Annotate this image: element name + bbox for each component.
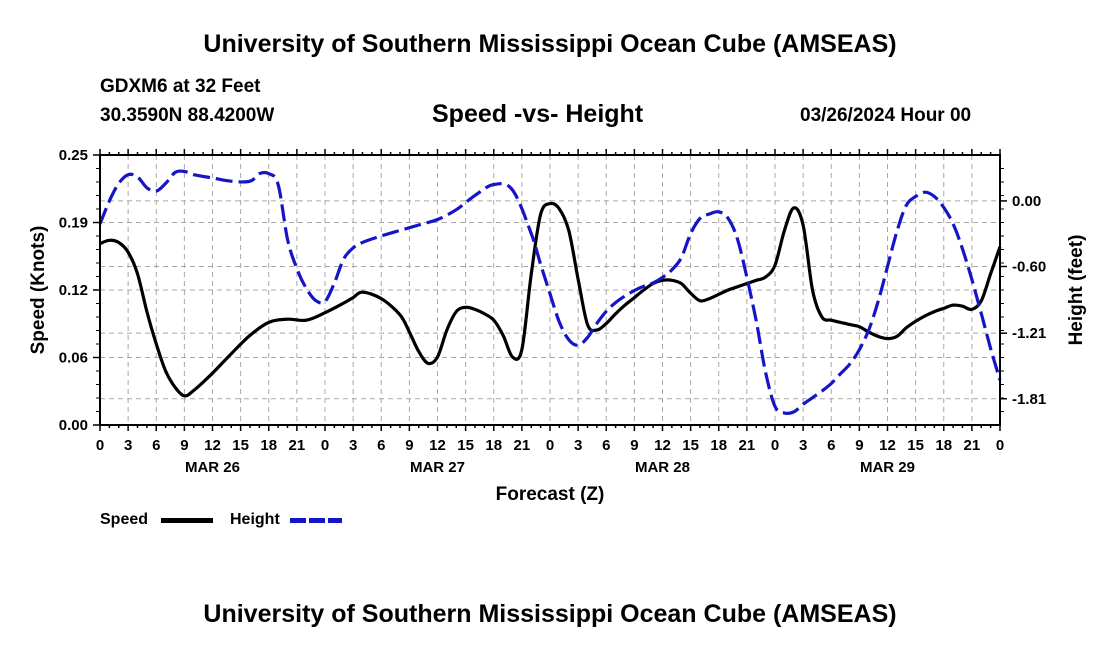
- date-label: MAR 28: [635, 459, 690, 476]
- y-left-tick-label: 0.00: [59, 417, 88, 434]
- x-tick-label: 0: [321, 437, 329, 454]
- x-axis-title: Forecast (Z): [496, 484, 605, 505]
- x-tick-label: 12: [879, 437, 896, 454]
- x-tick-label: 21: [514, 437, 531, 454]
- grid-lines: [100, 155, 1000, 425]
- x-tick-label: 6: [827, 437, 835, 454]
- x-tick-label: 0: [996, 437, 1004, 454]
- x-tick-label: 15: [682, 437, 699, 454]
- height-series-line: [98, 169, 1002, 416]
- y-left-tick-label: 0.12: [59, 282, 88, 299]
- date-label: MAR 29: [860, 459, 915, 476]
- axis-ticks: [93, 149, 1007, 431]
- axis-labels: 0 3 6 9 12 15 18 21 0 3 6 9 12 15 18 21 0 3 6 9 12 15 18 21 0 3 6 9…: [59, 147, 1046, 476]
- chart-title: Speed -vs- Height: [432, 100, 644, 128]
- x-tick-label: 15: [907, 437, 924, 454]
- date-label: MAR 27: [410, 459, 465, 476]
- x-tick-label: 18: [710, 437, 727, 454]
- station-coords: 30.3590N 88.4200W: [100, 105, 275, 126]
- forecast-date: 03/26/2024 Hour 00: [800, 105, 972, 126]
- x-tick-label: 15: [232, 437, 249, 454]
- x-tick-label: 9: [405, 437, 413, 454]
- x-tick-label: 9: [855, 437, 863, 454]
- legend-speed-label: Speed: [100, 511, 149, 528]
- speed-height-chart: 0 3 6 9 12 15 18 21 0 3 6 9 12 15 18 21 0 3 6 9 12 15 18 21 0 3 6 9…: [28, 147, 1087, 505]
- x-tick-label: 12: [429, 437, 446, 454]
- y-left-tick-label: 0.06: [59, 350, 88, 367]
- station-name: GDXM6 at 32 Feet: [100, 76, 261, 97]
- footer-title: University of Southern Mississippi Ocean…: [203, 600, 897, 628]
- x-tick-label: 0: [96, 437, 104, 454]
- x-tick-label: 6: [377, 437, 385, 454]
- x-tick-label: 6: [602, 437, 610, 454]
- legend-speed-swatch: [161, 518, 213, 523]
- y-axis-right-title: Height (feet): [1066, 235, 1087, 346]
- y-left-tick-label: 0.19: [59, 215, 88, 232]
- y-right-tick-label: -1.81: [1012, 391, 1046, 408]
- x-tick-label: 12: [654, 437, 671, 454]
- x-tick-label: 9: [630, 437, 638, 454]
- x-tick-label: 21: [289, 437, 306, 454]
- y-right-tick-label: -0.60: [1012, 258, 1046, 275]
- x-tick-label: 3: [574, 437, 582, 454]
- y-right-tick-label: 0.00: [1012, 193, 1041, 210]
- x-tick-label: 3: [799, 437, 807, 454]
- x-tick-label: 21: [739, 437, 756, 454]
- y-axis-left-title: Speed (Knots): [28, 226, 49, 355]
- x-tick-label: 18: [935, 437, 952, 454]
- page-title: University of Southern Mississippi Ocean…: [203, 30, 897, 58]
- y-left-tick-label: 0.25: [59, 147, 88, 164]
- x-tick-label: 0: [546, 437, 554, 454]
- x-tick-label: 3: [124, 437, 132, 454]
- x-tick-label: 18: [485, 437, 502, 454]
- x-tick-label: 12: [204, 437, 221, 454]
- x-tick-label: 15: [457, 437, 474, 454]
- y-right-tick-label: -1.21: [1012, 325, 1046, 342]
- date-label: MAR 26: [185, 459, 240, 476]
- x-tick-label: 9: [180, 437, 188, 454]
- x-tick-label: 21: [964, 437, 981, 454]
- x-tick-label: 18: [260, 437, 277, 454]
- legend-height-label: Height: [230, 511, 280, 528]
- x-tick-label: 6: [152, 437, 160, 454]
- legend-height-swatch: [290, 518, 342, 523]
- speed-series-line: [99, 201, 1002, 398]
- series-layer: [98, 169, 1002, 416]
- x-tick-label: 3: [349, 437, 357, 454]
- x-tick-label: 0: [771, 437, 779, 454]
